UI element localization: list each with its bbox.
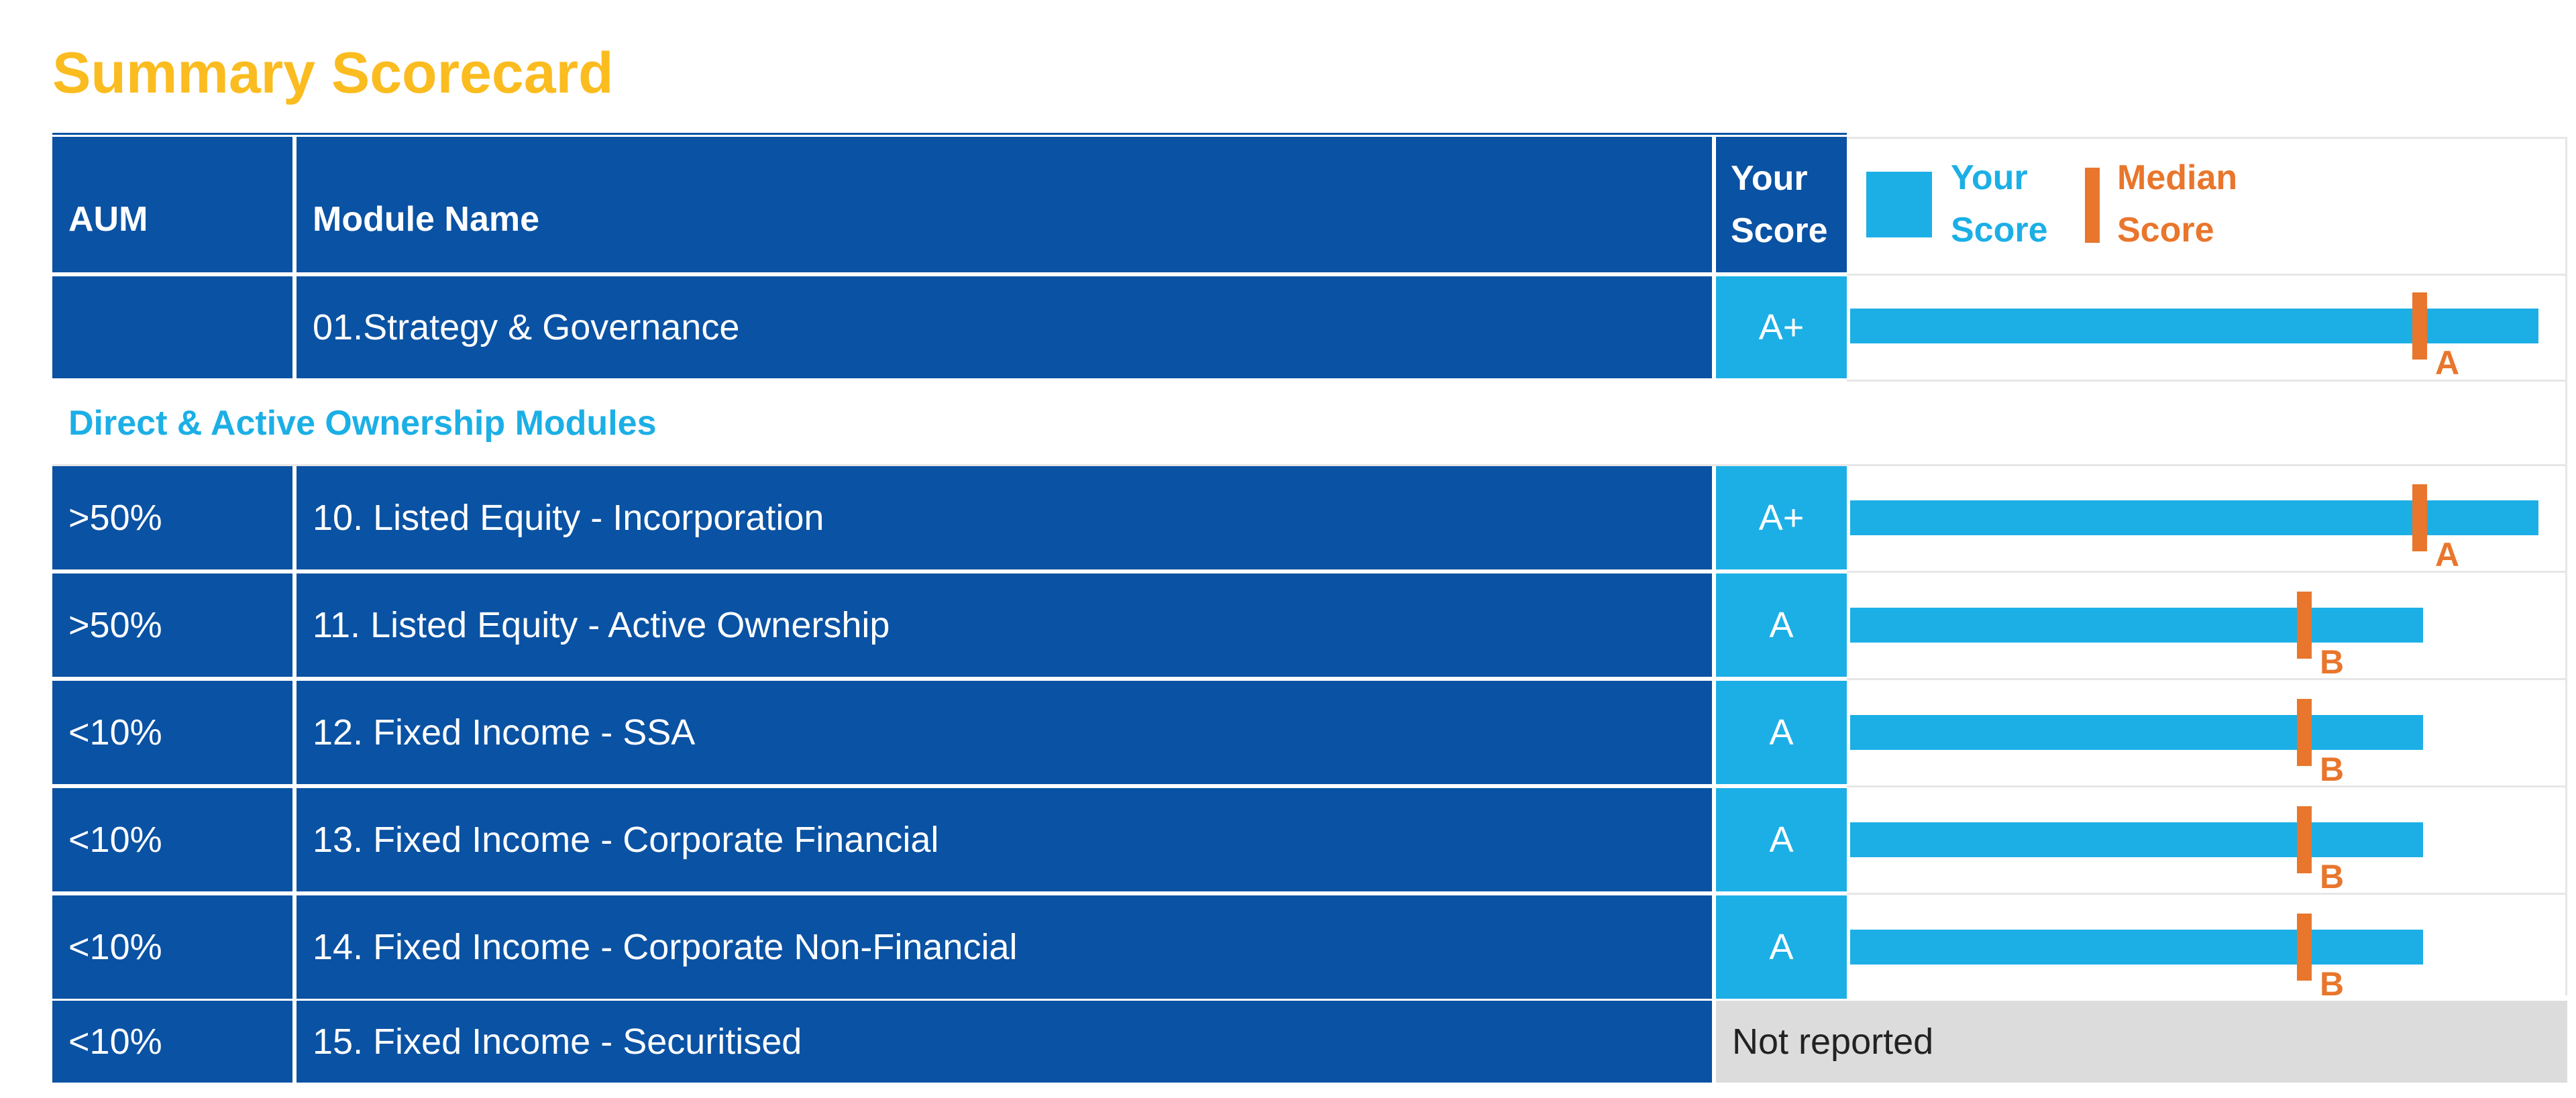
median-score-label: A — [2435, 344, 2459, 382]
legend-your-score-swatch — [1866, 172, 1932, 237]
table-row-score: A+ — [1716, 466, 1847, 569]
chart-header-top-border — [1847, 137, 2567, 139]
median-score-marker — [2297, 699, 2312, 766]
table-row-aum: <10% — [52, 681, 292, 784]
not-reported-label: Not reported — [1716, 1001, 2567, 1083]
median-score-label: B — [2320, 858, 2344, 895]
row-divider — [1847, 380, 2567, 382]
table-top-border — [52, 133, 1847, 135]
median-score-marker — [2412, 484, 2427, 551]
your-score-bar — [1850, 500, 2538, 535]
table-row-aum: >50% — [52, 573, 292, 677]
median-score-marker — [2297, 592, 2312, 659]
table-row-module: 11. Listed Equity - Active Ownership — [297, 573, 1712, 677]
median-score-label: B — [2320, 965, 2344, 1003]
your-score-bar — [1850, 309, 2538, 343]
row-divider — [1847, 678, 2567, 680]
legend-your-score-line1: Your — [1951, 158, 2028, 197]
table-row-aum: <10% — [52, 1001, 292, 1083]
table-row-score: A — [1716, 573, 1847, 677]
legend-median-score-label: Median Score — [2117, 152, 2237, 256]
page-title: Summary Scorecard — [52, 41, 614, 105]
legend-your-score-label: Your Score — [1951, 152, 2048, 256]
median-score-marker — [2297, 914, 2312, 981]
table-row-score: A — [1716, 895, 1847, 999]
your-score-bar — [1850, 608, 2423, 643]
table-row-module: 13. Fixed Income - Corporate Financial — [297, 788, 1712, 891]
header-your-score-line2: Score — [1731, 211, 1828, 250]
your-score-bar — [1850, 822, 2423, 857]
row-divider — [1847, 571, 2567, 573]
header-your-score: Your Score — [1716, 137, 1847, 272]
header-module-name: Module Name — [297, 137, 1712, 272]
header-your-score-line1: Your — [1731, 159, 1808, 198]
table-row-module: 01.Strategy & Governance — [297, 276, 1712, 378]
table-row-aum — [52, 276, 292, 378]
row-divider — [1847, 785, 2567, 787]
legend-median-score-line1: Median — [2117, 158, 2238, 197]
your-score-bar — [1850, 715, 2423, 750]
legend-median-score-line2: Score — [2117, 211, 2214, 250]
table-row-module: 15. Fixed Income - Securitised — [297, 1001, 1712, 1083]
table-row-aum: >50% — [52, 466, 292, 569]
table-row-aum: <10% — [52, 895, 292, 999]
table-row-module: 12. Fixed Income - SSA — [297, 681, 1712, 784]
table-row-score: A — [1716, 681, 1847, 784]
median-score-marker — [2412, 292, 2427, 360]
table-row-aum: <10% — [52, 788, 292, 891]
section-label-direct-active-ownership: Direct & Active Ownership Modules — [68, 404, 657, 443]
table-row-module: 10. Listed Equity - Incorporation — [297, 466, 1712, 569]
row-divider — [1847, 274, 2567, 276]
median-score-marker — [2297, 806, 2312, 873]
median-score-label: B — [2320, 751, 2344, 788]
row-divider — [1847, 893, 2567, 895]
header-aum: AUM — [52, 137, 292, 272]
median-score-label: A — [2435, 536, 2459, 573]
table-row-module: 14. Fixed Income - Corporate Non-Financi… — [297, 895, 1712, 999]
table-row-score: A — [1716, 788, 1847, 891]
table-row-score: A+ — [1716, 276, 1847, 378]
chart-right-border — [2565, 137, 2567, 995]
median-score-label: B — [2320, 643, 2344, 681]
legend-median-score-swatch — [2085, 168, 2100, 243]
row-divider — [52, 464, 2567, 466]
legend-your-score-line2: Score — [1951, 211, 2048, 250]
your-score-bar — [1850, 930, 2423, 965]
